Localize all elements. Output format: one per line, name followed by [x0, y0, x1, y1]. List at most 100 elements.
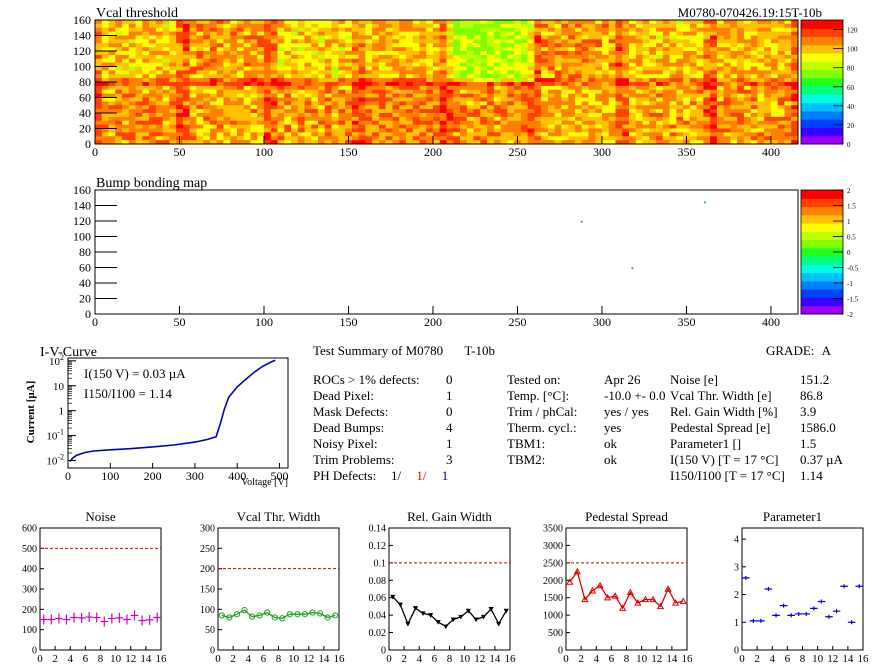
vcal-heatmap-cell — [568, 54, 576, 60]
vcal-heatmap-cell — [155, 27, 163, 33]
vcal-heatmap-cell — [412, 136, 420, 141]
vcal-heatmap-cell — [122, 51, 130, 56]
vcal-heatmap-cell — [432, 101, 441, 106]
vcal-heatmap-cell — [629, 116, 637, 122]
vcal-heatmap-cell — [561, 89, 569, 95]
vcal-heatmap-cell — [770, 39, 779, 44]
vcal-heatmap-cell — [574, 23, 583, 29]
pedestal-point — [619, 604, 627, 611]
vcal-heatmap-cell — [446, 62, 454, 67]
vcal-width-ytick-label: 0 — [210, 646, 215, 657]
vcal-heatmap-cell — [520, 47, 529, 52]
vcal-heatmap-cell — [696, 113, 704, 118]
vcal-heatmap-cell — [182, 35, 191, 40]
vcal-heatmap-cell — [108, 140, 116, 145]
vcal-heatmap-cell — [324, 136, 332, 141]
vcal-heatmap-cell — [649, 27, 657, 33]
vcal-heatmap-cell — [318, 140, 326, 145]
vcal-heatmap-cell — [649, 74, 657, 79]
vcal-heatmap-cell — [243, 105, 251, 110]
vcal-heatmap-cell — [629, 51, 637, 56]
vcal-heatmap-cell — [291, 132, 299, 137]
vcal-heatmap-cell — [115, 58, 123, 64]
vcal-heatmap-cell — [115, 78, 123, 83]
vcal-heatmap-cell — [149, 109, 157, 114]
vcal-heatmap-cell — [318, 109, 326, 114]
vcal-heatmap-cell — [480, 31, 488, 36]
defect-row-label: Dead Pixel: — [313, 388, 375, 403]
vcal-heatmap-cell — [378, 66, 387, 71]
vcal-heatmap-cell — [581, 78, 589, 83]
vcal-heatmap-cell — [581, 43, 589, 48]
vcal-heatmap-cell — [209, 140, 218, 145]
vcal-heatmap-cell — [696, 74, 704, 79]
pedestal-point — [634, 599, 642, 606]
vcal-heatmap-cell — [297, 70, 305, 75]
vcal-heatmap-cell — [676, 47, 684, 52]
vcal-heatmap-cell — [770, 105, 779, 110]
vcal-heatmap-cell — [439, 39, 447, 44]
vcal-heatmap-cell — [399, 93, 407, 98]
vcal-heatmap-cell — [284, 113, 292, 118]
vcal-heatmap-cell — [392, 54, 400, 60]
gain-width-point — [450, 617, 456, 623]
vcal-heatmap-cell — [764, 47, 772, 52]
noise-xtick-label: 16 — [156, 653, 168, 665]
vcal-heatmap-cell — [703, 74, 711, 79]
vcal-heatmap-cell — [622, 23, 630, 29]
vcal-heatmap-cell — [345, 66, 353, 71]
vcal-heatmap-cell — [520, 128, 529, 133]
vcal-heatmap-cell — [223, 27, 231, 33]
vcal-heatmap-cell — [716, 66, 725, 71]
vcal-heatmap-cell — [216, 89, 224, 95]
noise-xtick-label: 6 — [83, 653, 89, 665]
vcal-palette-label: 100 — [847, 46, 858, 54]
vcal-heatmap-cell — [493, 74, 501, 79]
vcal-heatmap-cell — [432, 140, 441, 145]
noise-point — [130, 610, 139, 621]
vcal-heatmap-cell — [196, 132, 204, 137]
vcal-heatmap-cell — [182, 85, 191, 91]
vcal-heatmap-cell — [466, 124, 474, 129]
vcal-heatmap-cell — [710, 105, 718, 110]
vcal-heatmap-cell — [176, 82, 184, 87]
pedestal-xtick-label: 12 — [651, 653, 662, 665]
vcal-heatmap-cell — [676, 66, 684, 71]
vcal-heatmap-cell — [169, 39, 177, 44]
vcal-heatmap-cell — [547, 85, 556, 91]
vcal-heatmap-cell — [710, 66, 718, 71]
vcal-heatmap-cell — [595, 54, 603, 60]
vcal-heatmap-cell — [162, 51, 170, 56]
vcal-heatmap-cell — [385, 31, 393, 36]
vcal-heatmap-cell — [588, 70, 596, 75]
vcal-heatmap-cell — [297, 47, 305, 52]
vcal-heatmap-cell — [723, 74, 731, 79]
vcal-heatmap-cell — [554, 140, 562, 145]
parameter1-ytick-label: 4 — [734, 535, 739, 546]
vcal-heatmap-cell — [176, 20, 184, 25]
vcal-heatmap-cell — [473, 97, 481, 102]
parameter1-point — [787, 613, 795, 618]
vcal-heatmap-cell — [196, 136, 204, 141]
vcal-heatmap-cell — [547, 66, 556, 71]
vcal-heatmap-cell — [608, 128, 616, 133]
vcal-heatmap-cell — [629, 105, 637, 110]
vcal-heatmap-cell — [696, 31, 704, 36]
vcal-heatmap-cell — [581, 31, 589, 36]
vcal-heatmap-cell — [311, 35, 319, 40]
vcal-heatmap-cell — [723, 23, 731, 29]
vcal-heatmap-cell — [595, 116, 603, 122]
result-row-label: Parameter1 [] — [670, 436, 742, 451]
vcal-heatmap-cell — [500, 70, 508, 75]
vcal-heatmap-cell — [318, 58, 326, 64]
vcal-heatmap-cell — [277, 89, 285, 95]
vcal-heatmap-cell — [318, 82, 326, 87]
vcal-heatmap-cell — [122, 58, 130, 64]
vcal-heatmap-cell — [142, 58, 150, 64]
vcal-heatmap-cell — [710, 20, 718, 25]
vcal-heatmap-cell — [378, 39, 387, 44]
vcal-heatmap-cell — [622, 120, 630, 126]
vcal-heatmap-cell — [426, 78, 434, 83]
vcal-heatmap-cell — [642, 31, 650, 36]
noise-xtick-label: 2 — [52, 653, 58, 665]
